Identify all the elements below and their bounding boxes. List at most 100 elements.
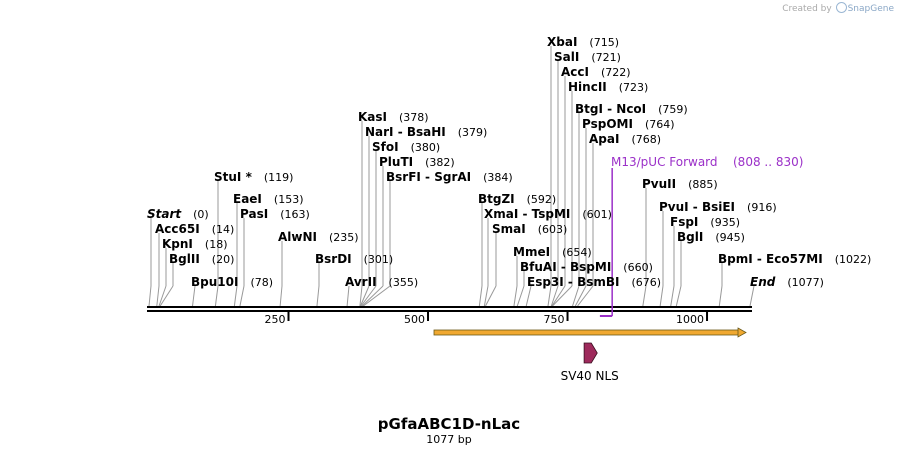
site-leader-diagonal [574,285,587,307]
site-name: SmaI [492,222,526,236]
restriction-site[interactable]: HincII (723) [568,80,648,94]
site-name: BtgZI [478,192,515,206]
restriction-site[interactable]: PvuI - BsiEI (916) [659,200,777,214]
site-position: (654) [562,246,592,259]
restriction-site[interactable]: End (1077) [750,275,824,289]
restriction-site[interactable]: ApaI (768) [589,132,661,146]
restriction-site[interactable]: PvuII (885) [642,177,718,191]
site-leader-diagonal [516,285,525,307]
site-leader [279,241,283,307]
site-leader [659,211,664,307]
site-leader-diagonal [148,285,152,307]
site-position: (355) [389,276,419,289]
site-name: EaeI [233,192,262,206]
site-leader [525,285,532,307]
site-position: (1077) [787,276,824,289]
restriction-site[interactable]: BpmI - Eco57MI (1022) [718,252,871,266]
restriction-site[interactable]: SalI (721) [554,50,621,64]
site-name: XmaI - TspMI [484,207,570,221]
site-leader-diagonal [361,285,384,307]
site-leader-diagonal [483,285,489,307]
site-leader [547,46,552,307]
restriction-site[interactable]: MmeI (654) [513,245,592,259]
site-leader [361,166,384,307]
restriction-site[interactable]: PluTI (382) [379,155,455,169]
site-leader-diagonal [550,285,559,307]
plasmid-name: pGfaABC1D-nLac [377,415,521,433]
site-position: (163) [280,208,310,221]
site-position: (722) [601,66,631,79]
site-name: BglII [169,252,200,266]
site-name: AlwNI [278,230,317,244]
site-position: (18) [205,238,228,251]
feature-track-arrowhead [737,327,747,338]
site-position: (0) [193,208,209,221]
restriction-site[interactable]: BtgI - NcoI (759) [575,102,688,116]
restriction-site[interactable]: SmaI (603) [492,222,567,236]
restriction-site[interactable]: BsrDI (301) [315,252,393,266]
site-leader-diagonal [675,285,682,307]
site-name: Bpu10I [191,275,238,289]
restriction-site[interactable]: EaeI (153) [233,192,304,206]
restriction-site[interactable]: AccI (722) [561,65,631,79]
restriction-site[interactable]: BglII (20) [169,252,234,266]
site-leader [346,285,350,307]
restriction-site[interactable]: PasI (163) [240,207,310,221]
sv40-nls-arrow [583,342,598,364]
restriction-site[interactable]: PspOMI (764) [582,117,675,131]
site-leader [572,113,580,307]
site-leader-diagonal [156,285,160,307]
site-position: (603) [538,223,568,236]
site-leader [239,218,245,307]
restriction-site[interactable]: KpnI (18) [162,237,228,251]
restriction-site[interactable]: AlwNI (235) [278,230,359,244]
restriction-site[interactable]: KasI (378) [358,110,429,124]
site-leader-diagonal [552,285,573,307]
restriction-site[interactable]: Bpu10I (78) [191,275,273,289]
axis-tick-label: 250 [265,313,286,326]
site-leader [478,203,483,307]
site-leader [360,136,370,307]
site-position: (945) [715,231,745,244]
restriction-site[interactable]: XmaI - TspMI (601) [484,207,612,221]
restriction-site[interactable]: BglI (945) [677,230,745,244]
feature-track-bar [433,329,741,336]
restriction-site[interactable]: StuI * (119) [214,170,293,184]
site-leader-diagonal [360,285,370,307]
site-name: NarI - BsaHI [365,125,446,139]
site-name: Acc65I [155,222,200,236]
site-position: (1022) [835,253,872,266]
site-position: (379) [458,126,488,139]
site-leader [214,181,219,307]
axis-tick-label: 750 [544,313,565,326]
restriction-site[interactable]: AvrII (355) [345,275,418,289]
site-leader-diagonal [547,285,552,307]
axis-tick-label: 500 [404,313,425,326]
snapgene-credit: Created by SnapGene [782,2,894,14]
site-leader [577,143,594,307]
site-leader-diagonal [485,285,497,307]
site-name: StuI * [214,170,253,184]
site-name: PvuII [642,177,676,191]
site-position: (764) [645,118,675,131]
site-leader [156,233,160,307]
site-leader [148,218,152,307]
restriction-site[interactable]: Start (0) [147,207,209,221]
restriction-site[interactable]: FspI (935) [670,215,740,229]
feature-sv40-nls[interactable]: SV40 NLS [561,342,619,383]
site-leader-diagonal [551,285,566,307]
site-leader-diagonal [360,285,377,307]
site-leader-diagonal [316,285,320,307]
primer-m13-puc-forward[interactable]: M13/pUC Forward (808 .. 830) [599,155,804,317]
restriction-site[interactable]: XbaI (715) [547,35,619,49]
restriction-site[interactable]: BsrFI - SgrAI (384) [386,170,513,184]
restriction-site[interactable]: BtgZI (592) [478,192,556,206]
restriction-site[interactable]: Acc65I (14) [155,222,234,236]
site-leader [192,285,196,307]
site-position: (885) [688,178,718,191]
restriction-site[interactable]: Esp3I - BsmBI (676) [527,275,661,289]
restriction-site[interactable]: SfoI (380) [372,140,440,154]
restriction-site[interactable]: NarI - BsaHI (379) [365,125,487,139]
restriction-site[interactable]: BfuAI - BspMI (660) [520,260,653,274]
site-position: (723) [619,81,649,94]
